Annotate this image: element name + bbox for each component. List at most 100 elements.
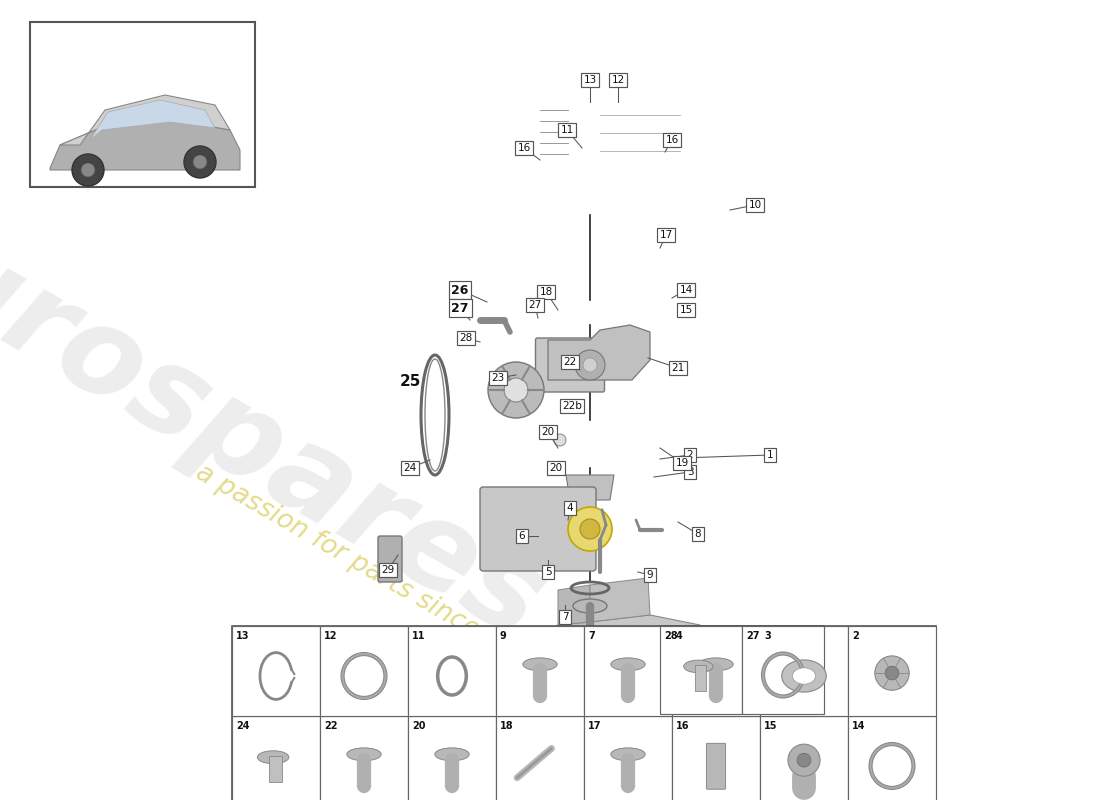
Bar	[848, 716, 936, 800]
Text: 7: 7	[562, 612, 569, 622]
Text: 4: 4	[676, 631, 683, 641]
Bar	[320, 716, 408, 800]
Text: 29: 29	[382, 565, 395, 575]
Circle shape	[798, 754, 811, 767]
Ellipse shape	[522, 658, 558, 670]
Bar	[672, 716, 760, 800]
FancyBboxPatch shape	[706, 743, 726, 790]
Text: 4: 4	[566, 503, 573, 513]
Circle shape	[554, 434, 566, 446]
Circle shape	[886, 666, 899, 680]
Bar	[30, 22, 255, 187]
Bar	[584, 626, 672, 716]
Text: 1: 1	[767, 450, 773, 460]
Text: 14: 14	[852, 721, 866, 731]
Text: 15: 15	[680, 305, 693, 315]
Bar	[408, 626, 496, 716]
Text: 11: 11	[560, 125, 573, 135]
Text: 18: 18	[539, 287, 552, 297]
Text: 19: 19	[675, 458, 689, 468]
Bar	[408, 716, 496, 800]
Circle shape	[488, 362, 544, 418]
Polygon shape	[558, 585, 590, 625]
Circle shape	[874, 656, 910, 690]
Polygon shape	[566, 475, 614, 500]
Text: 20: 20	[412, 721, 426, 731]
Bar	[232, 716, 320, 800]
Text: 16: 16	[666, 135, 679, 145]
Bar	[660, 626, 743, 714]
Text: 28: 28	[664, 631, 678, 641]
Text: 22: 22	[324, 721, 338, 731]
Circle shape	[568, 507, 612, 551]
Circle shape	[192, 155, 207, 169]
Text: 13: 13	[236, 631, 250, 641]
Text: 28: 28	[460, 333, 473, 343]
Ellipse shape	[782, 660, 826, 692]
Circle shape	[575, 350, 605, 380]
Bar	[232, 626, 320, 716]
Bar	[496, 716, 584, 800]
Text: 9: 9	[647, 570, 653, 580]
Text: 12: 12	[324, 631, 338, 641]
Bar	[584, 716, 672, 800]
Ellipse shape	[425, 359, 446, 471]
Ellipse shape	[573, 599, 607, 613]
Circle shape	[504, 378, 528, 402]
Text: 20: 20	[549, 463, 562, 473]
Polygon shape	[548, 325, 650, 380]
Text: 27: 27	[528, 300, 541, 310]
Text: 24: 24	[404, 463, 417, 473]
Ellipse shape	[434, 748, 470, 761]
Bar	[672, 626, 760, 716]
Text: 27: 27	[451, 302, 469, 314]
Text: a passion for parts since 1985: a passion for parts since 1985	[191, 459, 549, 681]
Text: 10: 10	[748, 200, 761, 210]
Text: 27: 27	[746, 631, 759, 641]
Text: 2: 2	[852, 631, 859, 641]
Text: 25: 25	[399, 374, 420, 390]
Text: 16: 16	[676, 721, 690, 731]
Text: 26: 26	[451, 283, 469, 297]
Circle shape	[583, 358, 597, 372]
Text: 18: 18	[500, 721, 514, 731]
Ellipse shape	[610, 658, 646, 670]
Text: 24: 24	[236, 721, 250, 731]
Text: 3: 3	[686, 467, 693, 477]
Text: 17: 17	[588, 721, 602, 731]
Circle shape	[184, 146, 216, 178]
Circle shape	[788, 744, 820, 776]
Text: 22: 22	[563, 357, 576, 367]
Text: 6: 6	[519, 531, 526, 541]
Bar	[320, 626, 408, 716]
Ellipse shape	[610, 748, 646, 761]
Text: 2: 2	[686, 450, 693, 460]
Text: eurospares: eurospares	[0, 176, 564, 664]
FancyBboxPatch shape	[480, 487, 596, 571]
Ellipse shape	[698, 658, 734, 670]
Bar	[232, 626, 936, 800]
Ellipse shape	[684, 660, 713, 673]
Bar	[694, 666, 706, 691]
Bar	[760, 626, 848, 716]
Polygon shape	[50, 120, 240, 170]
Circle shape	[580, 519, 600, 539]
FancyBboxPatch shape	[536, 338, 605, 392]
Polygon shape	[90, 100, 214, 140]
Bar	[660, 626, 824, 714]
Text: 3: 3	[764, 631, 771, 641]
Text: 16: 16	[517, 143, 530, 153]
Polygon shape	[590, 578, 650, 622]
Text: 17: 17	[659, 230, 672, 240]
Text: 7: 7	[588, 631, 595, 641]
Polygon shape	[535, 622, 590, 700]
Bar	[496, 626, 584, 716]
FancyBboxPatch shape	[378, 536, 402, 582]
Ellipse shape	[257, 750, 289, 764]
Text: 13: 13	[583, 75, 596, 85]
Bar	[848, 626, 936, 716]
Text: 9: 9	[500, 631, 507, 641]
Ellipse shape	[793, 668, 815, 684]
Text: 11: 11	[412, 631, 426, 641]
Polygon shape	[60, 95, 230, 145]
